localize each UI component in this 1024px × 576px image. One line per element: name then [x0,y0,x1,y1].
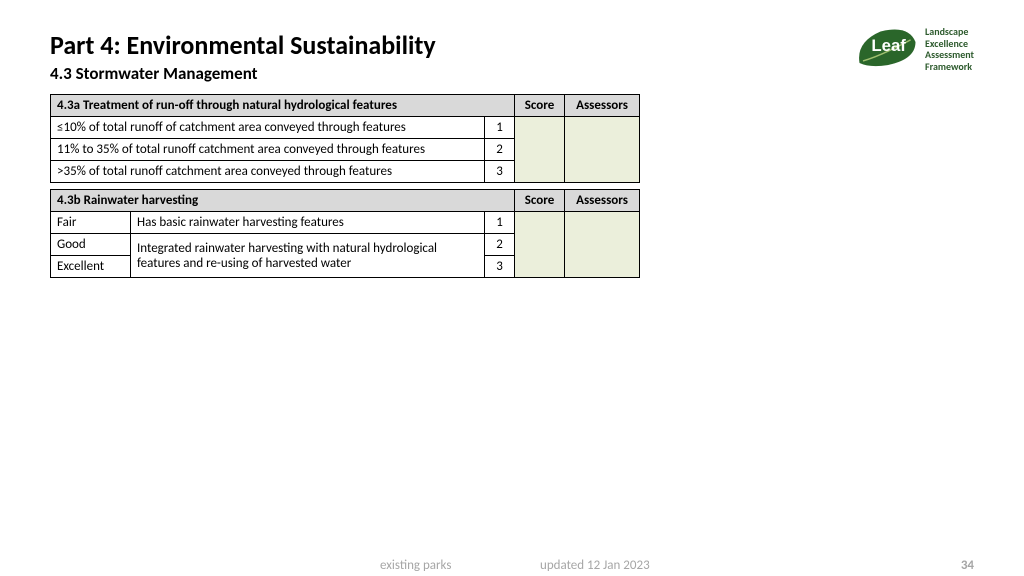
score-header: Score [515,190,565,212]
criteria-desc: ≤10% of total runoff of catchment area c… [51,117,485,139]
grade-label: Good [51,234,131,256]
table-b-header: 4.3b Rainwater harvesting [51,190,515,212]
assessors-header: Assessors [565,95,640,117]
score-header: Score [515,95,565,117]
criteria-num: 1 [485,212,515,234]
criteria-num: 2 [485,234,515,256]
footer-left: existing parks [380,558,451,573]
criteria-num: 1 [485,117,515,139]
grade-label: Fair [51,212,131,234]
criteria-num: 3 [485,161,515,183]
table-row: Fair Has basic rainwater harvesting feat… [51,212,640,234]
criteria-desc: 11% to 35% of total runoff catchment are… [51,139,485,161]
score-cell [515,117,565,183]
page-subtitle: 4.3 Stormwater Management [50,63,849,84]
logo-line3: Assessment [925,49,974,61]
criteria-desc: >35% of total runoff catchment area conv… [51,161,485,183]
criteria-desc: Has basic rainwater harvesting features [131,212,485,234]
assessors-cell [565,212,640,278]
table-row: ≤10% of total runoff of catchment area c… [51,117,640,139]
criteria-desc: Integrated rainwater harvesting with nat… [131,234,485,278]
logo-line4: Framework [925,61,974,73]
table-4-3b: 4.3b Rainwater harvesting Score Assessor… [50,189,640,278]
footer-center: updated 12 Jan 2023 [540,558,650,573]
criteria-num: 3 [485,256,515,278]
grade-label: Excellent [51,256,131,278]
table-4-3a: 4.3a Treatment of run-off through natura… [50,94,640,183]
assessors-cell [565,117,640,183]
leaf-word: Leaf [871,36,906,55]
score-cell [515,212,565,278]
leaf-logo: Leaf Landscape Excellence Assessment Fra… [849,24,974,74]
assessors-header: Assessors [565,190,640,212]
table-a-header: 4.3a Treatment of run-off through natura… [51,95,515,117]
logo-line1: Landscape [925,26,974,38]
leaf-icon: Leaf [849,24,919,74]
criteria-num: 2 [485,139,515,161]
page-number: 34 [961,558,974,573]
page-title: Part 4: Environmental Sustainability [50,30,849,61]
